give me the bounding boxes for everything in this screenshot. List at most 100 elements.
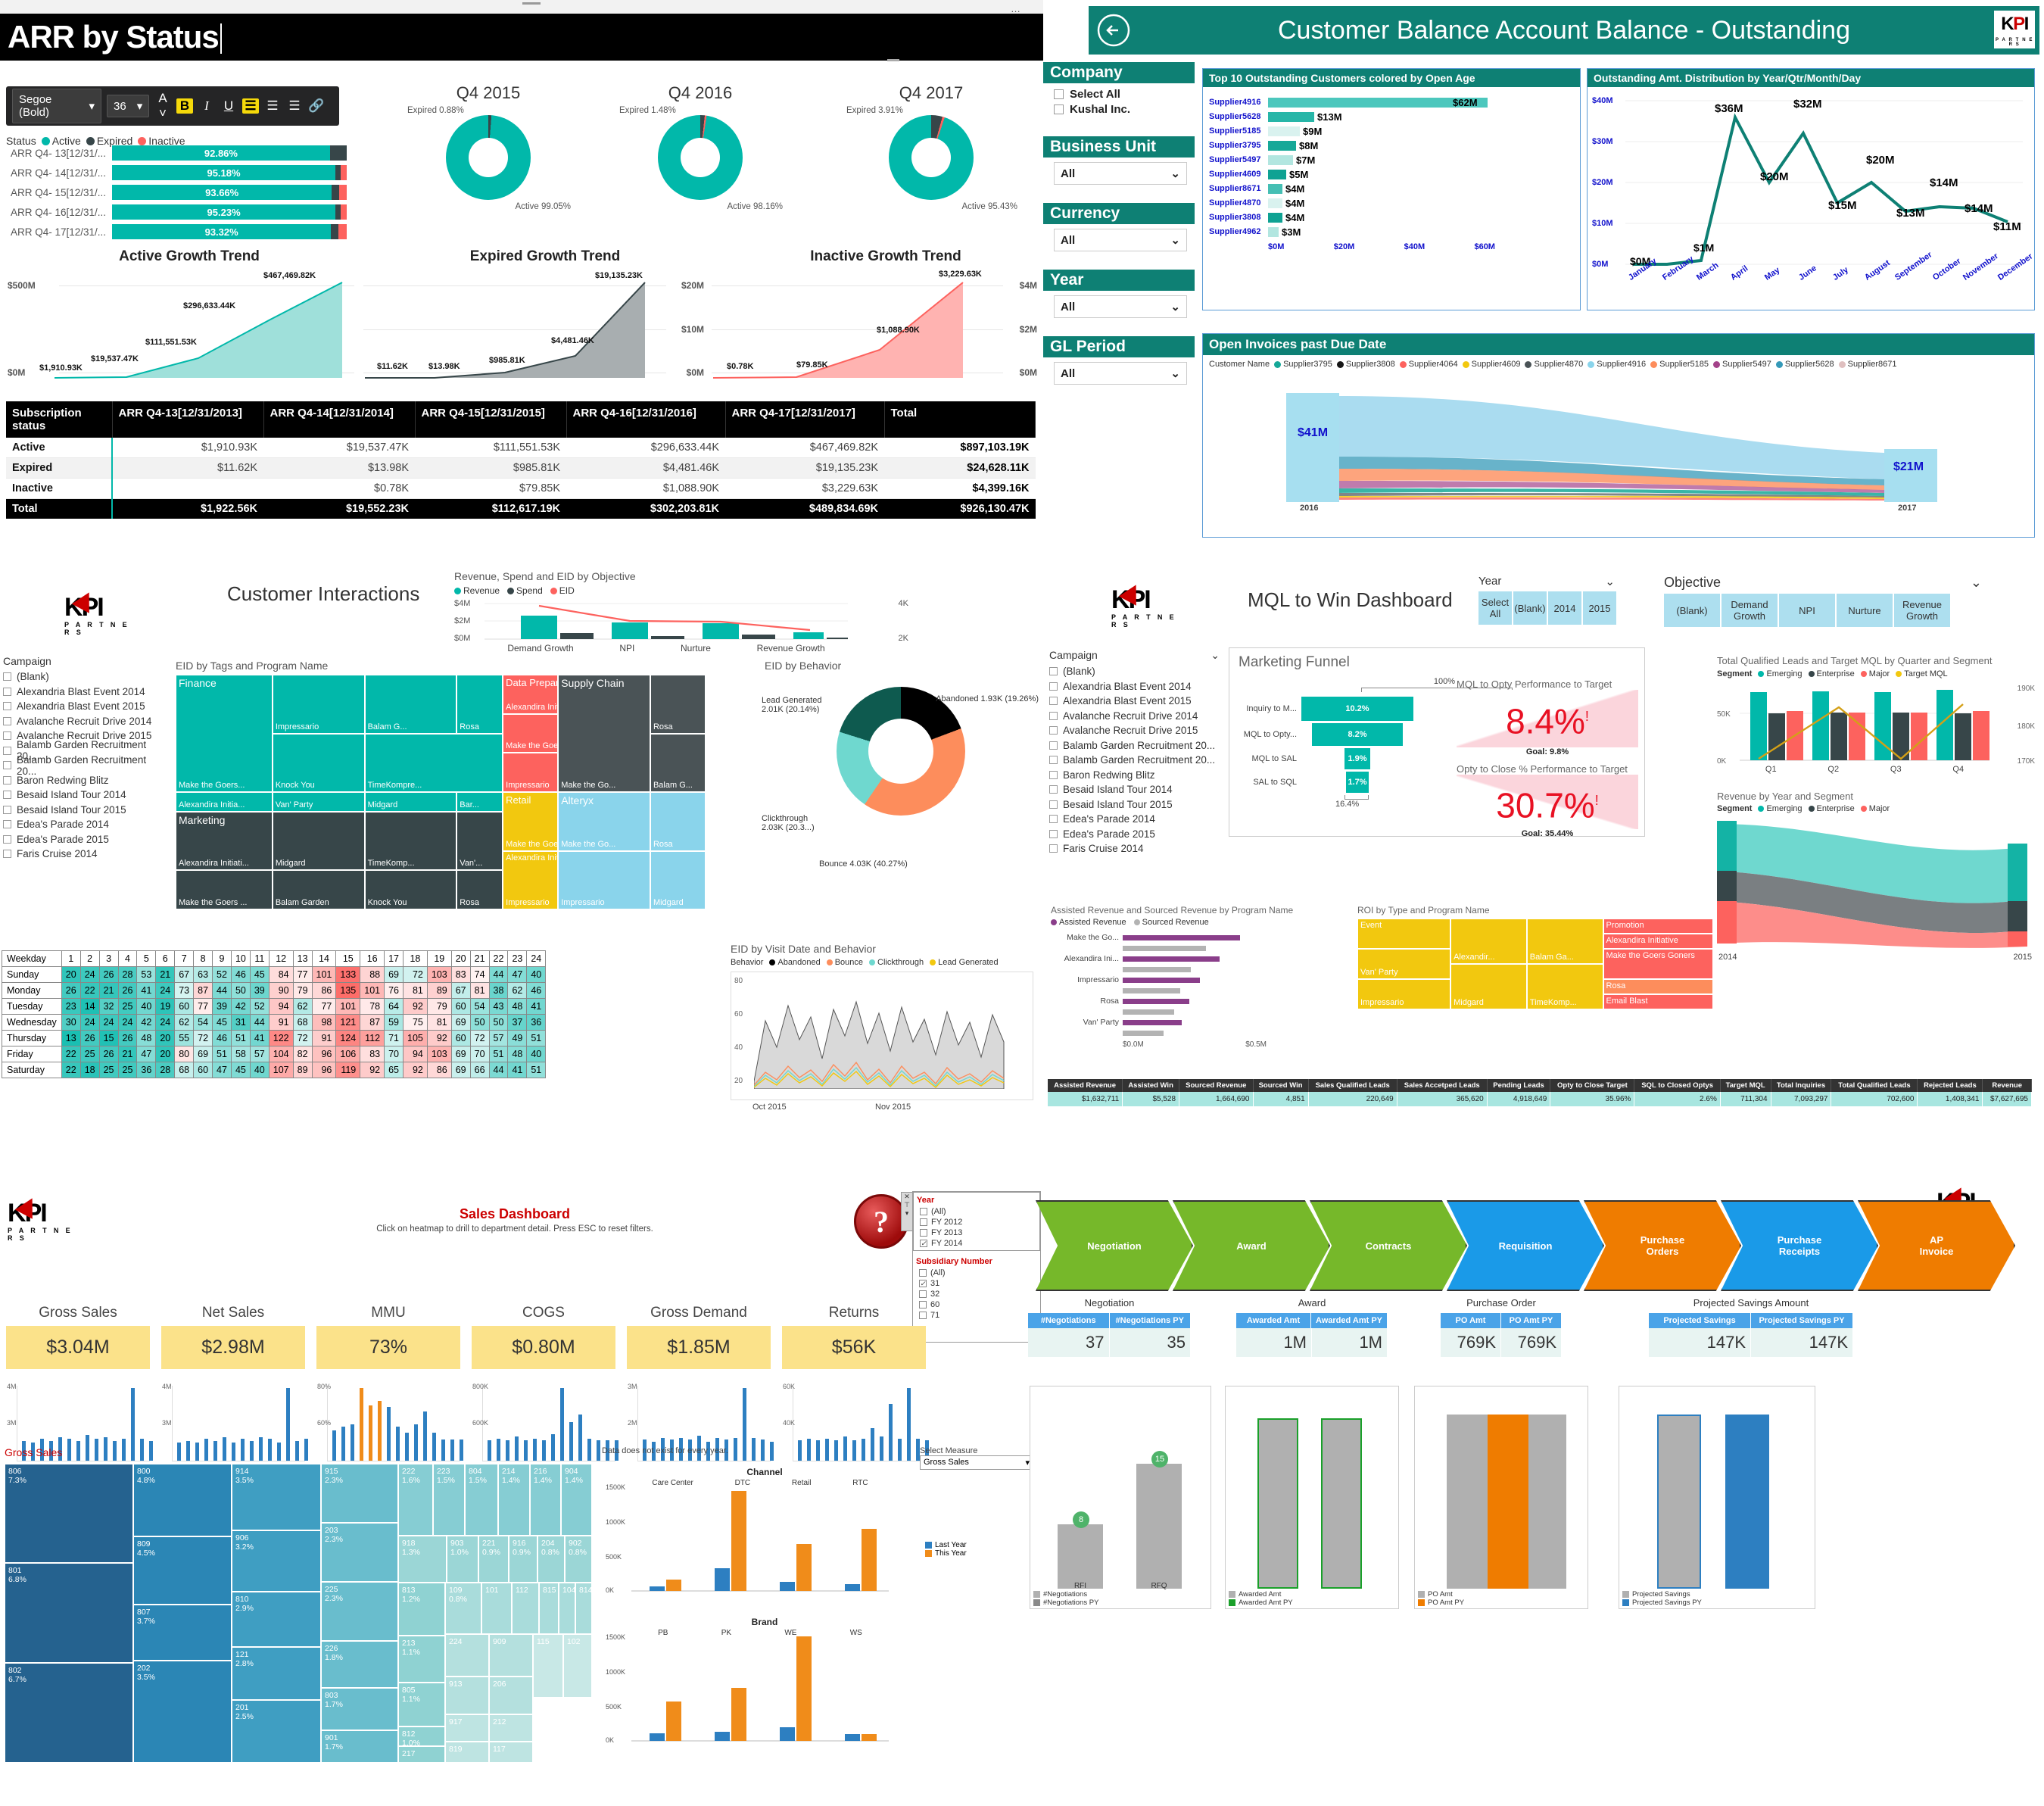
treemap-cell[interactable]: Supply Chain Make the Go...: [558, 675, 650, 792]
heatmap-cell[interactable]: 47: [212, 1062, 232, 1078]
italic-button[interactable]: I: [204, 98, 209, 113]
heatmap-cell[interactable]: 42: [136, 1014, 157, 1031]
heatmap-cell[interactable]: 79: [292, 982, 313, 999]
treemap-cell[interactable]: Impressario: [503, 753, 559, 792]
arr-status-bar-chart[interactable]: ARR Q4- 13[12/31/... 92.86% ARR Q4- 14[12…: [6, 144, 347, 242]
heatmap-cell[interactable]: 124: [335, 1030, 361, 1046]
heatmap-cell[interactable]: 40: [526, 966, 547, 983]
checkbox-kushal-inc[interactable]: Kushal Inc.: [1054, 103, 1195, 116]
active-growth-chart[interactable]: $500M $0M $1,910.93K $19,537.47K $111,55…: [8, 271, 356, 386]
treemap-cell[interactable]: 812 1.0%: [398, 1726, 445, 1746]
revenue-spend-eid-chart[interactable]: Revenue, Spend and EID by Objective Reve…: [454, 570, 908, 653]
heatmap-cell[interactable]: 94: [403, 1046, 428, 1062]
kpi-sparkline[interactable]: 4M 3M: [162, 1383, 308, 1461]
font-color-icon[interactable]: A ˅: [158, 91, 167, 120]
objective-filter[interactable]: Objective ⌄ (Blank) Demand Growth NPI Nur…: [1664, 575, 1982, 627]
treemap-cell[interactable]: 117: [489, 1742, 533, 1763]
year-subsidiary-filter-popup[interactable]: ✕ ⊤ ▾ Year (All) FY 2012 FY 2013 ✓ FY 2014 …: [901, 1191, 1041, 1343]
heatmap-col-header[interactable]: 10: [230, 950, 251, 967]
heatmap-col-header[interactable]: 2: [79, 950, 100, 967]
heatmap-row[interactable]: Monday 26 22 21 26 41 24 73 87 44 50 39 90 79 86 135 101…: [2, 982, 547, 999]
top10-customers-card[interactable]: Top 10 Outstanding Customers colored by …: [1202, 68, 1581, 310]
heatmap-col-header[interactable]: 12: [268, 950, 294, 967]
close-icon[interactable]: ✕: [904, 1193, 910, 1200]
heatmap-cell[interactable]: 69: [450, 1062, 471, 1078]
heatmap-cell[interactable]: 23: [61, 998, 81, 1015]
process-step-contracts[interactable]: Contracts: [1310, 1200, 1467, 1291]
table-row[interactable]: Active $1,910.93K $19,537.47K $111,551.5…: [6, 438, 1036, 458]
table-row[interactable]: Inactive $0.78K $79.85K $1,088.90K $3,22…: [6, 478, 1036, 499]
heatmap-cell[interactable]: 44: [488, 966, 509, 983]
treemap-cell[interactable]: 202 3.5%: [133, 1661, 232, 1763]
heatmap-cell[interactable]: 36: [136, 1062, 157, 1078]
heatmap-col-header[interactable]: 11: [249, 950, 270, 967]
checkbox-campaign[interactable]: Balamb Garden Recruitment 20...: [3, 754, 166, 777]
checkbox-campaign[interactable]: Baron Redwing Blitz: [1049, 768, 1220, 783]
heatmap-col-header[interactable]: 21: [469, 950, 490, 967]
heatmap-cell[interactable]: 47: [136, 1046, 157, 1062]
heatmap-row[interactable]: Thursday 13 26 15 26 48 20 55 72 46 51 41 122 72 91 124…: [2, 1030, 547, 1046]
treemap-cell[interactable]: TimeKomp...: [1526, 964, 1603, 1009]
checkbox-campaign[interactable]: Balamb Garden Recruitment 20...: [1049, 738, 1220, 753]
treemap-cell[interactable]: Bar...: [456, 792, 503, 812]
treemap-cell[interactable]: 914 3.5%: [232, 1464, 321, 1530]
heatmap-cell[interactable]: 98: [311, 1014, 337, 1031]
heatmap-cell[interactable]: 90: [268, 982, 294, 999]
legend-item-inactive[interactable]: Inactive: [138, 135, 185, 147]
heatmap-cell[interactable]: 112: [360, 1030, 385, 1046]
heatmap-cell[interactable]: 41: [526, 998, 547, 1015]
checkbox-campaign[interactable]: Alexandria Blast Event 2014: [3, 685, 166, 700]
treemap-cell[interactable]: Balam G...: [364, 675, 457, 734]
heatmap-cell[interactable]: 87: [360, 1014, 385, 1031]
checkbox-campaign[interactable]: Besaid Island Tour 2015: [1049, 797, 1220, 813]
pin-icon[interactable]: ⊤: [904, 1201, 910, 1209]
heatmap-cell[interactable]: 24: [98, 1014, 119, 1031]
heatmap-cell[interactable]: 25: [117, 1062, 138, 1078]
treemap-cell[interactable]: 212: [489, 1714, 533, 1742]
heatmap-cell[interactable]: 57: [249, 1046, 270, 1062]
campaign-filter-list[interactable]: Campaign ⌄ (Blank) Alexandria Blast Event…: [1049, 649, 1220, 856]
col-header[interactable]: Total Qualified Leads: [1831, 1079, 1918, 1092]
heatmap-cell[interactable]: 133: [335, 966, 361, 983]
heatmap-cell[interactable]: 20: [61, 966, 81, 983]
heatmap-col-header[interactable]: 19: [426, 950, 452, 967]
checkbox-campaign[interactable]: Alexandria Blast Event 2015: [3, 699, 166, 714]
treemap-cell[interactable]: 915 2.3%: [321, 1464, 398, 1523]
treemap-cell[interactable]: Midgard: [364, 792, 457, 812]
heatmap-cell[interactable]: 26: [79, 1030, 100, 1046]
checkbox-year[interactable]: FY 2013: [914, 1227, 1039, 1238]
heatmap-cell[interactable]: 72: [403, 966, 428, 983]
heatmap-cell[interactable]: 69: [450, 1046, 471, 1062]
heatmap-cell[interactable]: 87: [193, 982, 213, 999]
treemap-cell[interactable]: Knock You: [272, 733, 365, 792]
treemap-cell[interactable]: 813 1.2%: [398, 1583, 445, 1636]
heatmap-cell[interactable]: 81: [469, 982, 490, 999]
checkbox-campaign[interactable]: Baron Redwing Blitz: [3, 773, 166, 788]
col-header[interactable]: Sales Accetped Leads: [1397, 1079, 1488, 1092]
heatmap-cell[interactable]: 86: [426, 1062, 452, 1078]
objective-tile[interactable]: NPI: [1779, 594, 1835, 627]
font-family-select[interactable]: Segoe (Bold) ▾: [12, 89, 101, 123]
heatmap-cell[interactable]: 92: [426, 1030, 452, 1046]
treemap-cell[interactable]: 206: [489, 1677, 533, 1714]
col-header[interactable]: #Negotiations: [1028, 1313, 1110, 1328]
year-filter[interactable]: Year ⌄ Select All (Blank) 2014 2015: [1478, 575, 1618, 625]
heatmap-cell[interactable]: 22: [61, 1046, 81, 1062]
checkbox-year[interactable]: FY 2012: [914, 1217, 1039, 1227]
checkbox-campaign[interactable]: Edea's Parade 2014: [1049, 812, 1220, 827]
heatmap-cell[interactable]: 32: [98, 998, 119, 1015]
heatmap-col-header[interactable]: 17: [384, 950, 404, 967]
chevron-down-icon[interactable]: ⌄: [1605, 575, 1615, 588]
heatmap-cell[interactable]: 101: [360, 982, 385, 999]
heatmap-cell[interactable]: 44: [249, 1014, 270, 1031]
heatmap-cell[interactable]: 121: [335, 1014, 361, 1031]
treemap-cell[interactable]: 204 0.8%: [537, 1536, 565, 1583]
checkbox-campaign[interactable]: Balamb Garden Recruitment 20...: [3, 739, 166, 762]
col-header[interactable]: #Negotiations PY: [1109, 1313, 1191, 1328]
treemap-cell[interactable]: 803 1.7%: [321, 1688, 398, 1730]
heatmap-cell[interactable]: 39: [212, 998, 232, 1015]
roi-treemap[interactable]: ROI by Type and Program Name Event Van' …: [1357, 905, 1713, 1009]
heatmap-cell[interactable]: 25: [79, 1046, 100, 1062]
col-header[interactable]: Projected Savings: [1649, 1313, 1751, 1328]
heatmap-cell[interactable]: 67: [450, 982, 471, 999]
